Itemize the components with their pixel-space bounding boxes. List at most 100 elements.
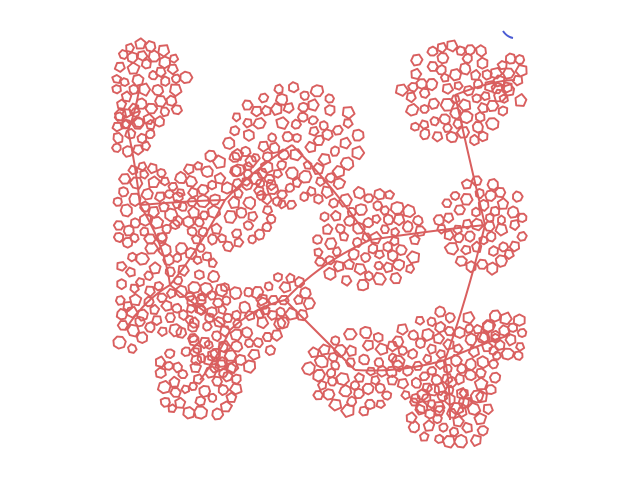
cell (146, 162, 158, 175)
cell (153, 115, 165, 128)
cell (175, 188, 186, 198)
cell (242, 128, 255, 142)
cell (276, 189, 288, 200)
cell (284, 182, 295, 193)
cell (463, 230, 476, 243)
cell (476, 425, 489, 437)
cell (272, 168, 284, 179)
cell (134, 97, 148, 110)
cell (207, 233, 219, 246)
cell (352, 185, 366, 200)
cell (486, 178, 499, 191)
cell (421, 327, 435, 342)
blue-highlight-segment (502, 30, 514, 39)
cell (261, 193, 273, 206)
cell (144, 321, 156, 334)
cell (488, 309, 502, 323)
cell (111, 142, 122, 153)
cell (162, 253, 175, 267)
cell (200, 165, 214, 178)
cell (116, 320, 129, 331)
cell (374, 382, 386, 394)
cell (263, 281, 274, 292)
cell (443, 242, 460, 256)
cell (312, 390, 324, 401)
cell (120, 119, 131, 130)
cell (409, 392, 421, 404)
cell (216, 233, 227, 244)
cell (291, 133, 302, 143)
cell (151, 315, 163, 327)
cell (442, 212, 455, 224)
cell (330, 335, 341, 346)
cell (458, 388, 469, 399)
cell (477, 130, 489, 143)
cell (412, 214, 424, 227)
cell (219, 400, 233, 413)
cell (313, 354, 329, 369)
cell (485, 117, 500, 131)
cell (115, 307, 129, 321)
cell (315, 176, 326, 187)
cell (252, 337, 264, 349)
cell (470, 175, 483, 187)
cell (494, 223, 509, 237)
cell (288, 81, 300, 94)
cell (174, 396, 187, 409)
cell (257, 140, 270, 153)
cell (311, 162, 325, 176)
cell (308, 125, 320, 137)
cell (352, 221, 366, 235)
cell (395, 244, 408, 256)
cell (469, 389, 485, 404)
cell (147, 205, 160, 219)
cell (342, 118, 354, 129)
cell (317, 379, 328, 391)
cell (472, 323, 484, 335)
network-link (124, 284, 171, 331)
cell (385, 365, 398, 378)
cell (407, 329, 420, 341)
cell (187, 332, 200, 344)
cell (374, 342, 389, 356)
cell (321, 128, 334, 141)
cell-cluster-bottom-center (301, 325, 404, 418)
cell (268, 141, 281, 155)
cell (436, 41, 448, 54)
cell (331, 165, 346, 179)
cell (358, 353, 371, 366)
cell (187, 186, 199, 199)
cell (238, 300, 252, 314)
cell (459, 62, 472, 76)
cell (364, 398, 376, 410)
cell (312, 368, 326, 383)
cell (457, 396, 470, 409)
cell (442, 363, 453, 374)
cell (187, 321, 199, 333)
cell (485, 99, 500, 113)
cell (220, 181, 234, 195)
cell (444, 375, 458, 389)
cell (299, 191, 310, 203)
cell-cluster-center-lower (175, 282, 287, 379)
cell (504, 332, 517, 347)
cell (275, 116, 290, 130)
cell (127, 102, 140, 115)
cell (254, 178, 265, 189)
cell (207, 269, 221, 284)
cell (494, 339, 506, 351)
cell (418, 371, 431, 382)
cell (497, 105, 509, 117)
cell (293, 294, 304, 306)
cell (426, 343, 437, 355)
cell (477, 198, 490, 212)
cell (274, 93, 289, 106)
cell (434, 305, 447, 318)
cell (458, 110, 474, 125)
cell (361, 232, 372, 243)
cell (144, 285, 156, 298)
cell (502, 83, 516, 97)
cell (202, 321, 213, 332)
cell (341, 106, 356, 120)
